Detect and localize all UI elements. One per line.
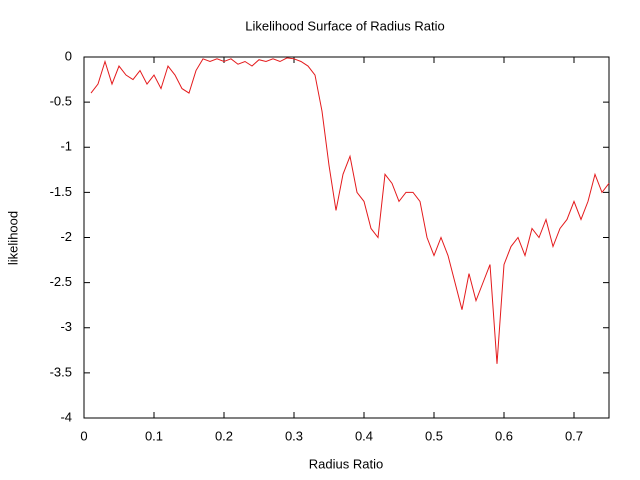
x-tick-label: 0.1 [145,428,163,443]
x-tick-label: 0.2 [215,428,233,443]
x-tick-label: 0.3 [285,428,303,443]
y-tick-label: 0 [65,48,72,63]
x-tick-label: 0.5 [425,428,443,443]
y-tick-label: -3 [60,319,72,334]
y-tick-label: -4 [60,409,72,424]
y-tick-label: -3.5 [50,364,72,379]
x-tick-label: 0.4 [355,428,373,443]
x-tick-label: 0.6 [495,428,513,443]
y-tick-label: -1 [60,139,72,154]
chart-title: Likelihood Surface of Radius Ratio [245,18,444,33]
x-axis-label: Radius Ratio [309,456,383,471]
y-tick-label: -2.5 [50,274,72,289]
y-axis-label: likelihood [5,211,20,265]
plot-border [83,56,610,419]
y-tick-label: -1.5 [50,184,72,199]
x-tick-label: 0.7 [565,428,583,443]
x-tick-label: 0 [80,428,87,443]
y-tick-label: -0.5 [50,94,72,109]
y-tick-label: -2 [60,229,72,244]
data-line [90,57,610,364]
